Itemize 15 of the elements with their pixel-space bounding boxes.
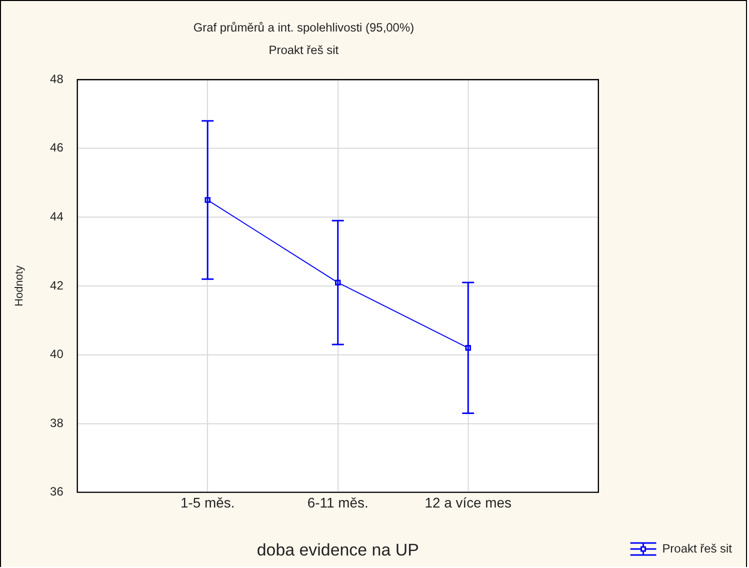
y-tick-label: 36 xyxy=(50,484,64,499)
y-tick-label: 42 xyxy=(50,278,64,292)
y-tick-label: 46 xyxy=(50,140,64,155)
y-tick-label: 44 xyxy=(50,210,64,224)
chart-title: Graf průměrů a int. spolehlivosti (95,00%) xyxy=(193,20,414,34)
x-tick-label: 12 a více mes xyxy=(424,494,512,511)
x-axis-title: doba evidence na UP xyxy=(256,540,419,560)
x-tick-label: 6-11 měs. xyxy=(307,494,368,511)
x-tick-label: 1-5 měs. xyxy=(180,494,235,511)
y-axis-title: Hodnoty xyxy=(14,265,26,306)
y-tick-label: 38 xyxy=(50,416,64,430)
legend-label: Proakt řeš sit xyxy=(662,541,733,556)
y-tick-label: 48 xyxy=(50,72,64,86)
chart-subtitle: Proakt řeš sit xyxy=(268,42,340,57)
y-tick-label: 40 xyxy=(50,347,64,362)
